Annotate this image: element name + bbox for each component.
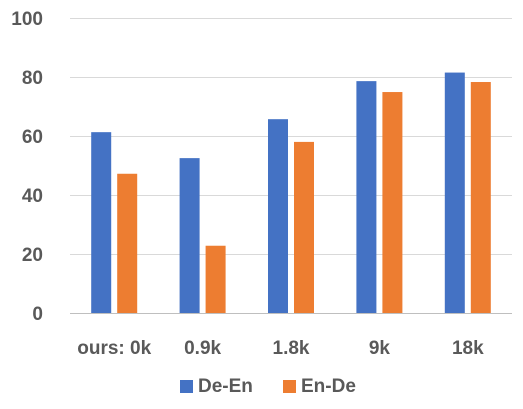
x-axis-ticks: ours: 0k 0.9k 1.8k 9k 18k: [77, 338, 484, 359]
y-tick-label: 80: [22, 68, 43, 89]
y-axis-ticks: 0 20 40 60 80 100: [11, 9, 43, 325]
bar-de-en: [91, 132, 112, 313]
x-tick-label: 18k: [452, 338, 484, 359]
y-tick-label: 0: [32, 304, 43, 325]
bar-en-de: [470, 82, 491, 313]
bars: [91, 72, 491, 313]
y-tick-label: 100: [11, 9, 43, 30]
bar-en-de: [294, 141, 314, 313]
legend-swatch: [180, 380, 193, 393]
bar-de-en: [268, 119, 288, 313]
bar-de-en: [356, 81, 377, 313]
bar-de-en: [179, 158, 200, 313]
bar-de-en: [444, 72, 465, 313]
bar-en-de: [382, 92, 403, 313]
x-tick-label: 1.8k: [273, 338, 310, 359]
y-tick-label: 60: [22, 127, 43, 148]
legend-label: En-De: [301, 376, 356, 397]
x-tick-label: ours: 0k: [77, 338, 151, 359]
gridlines: [70, 18, 512, 314]
x-tick-label: 0.9k: [184, 338, 221, 359]
legend-swatch: [283, 380, 296, 393]
legend-label: De-En: [198, 376, 253, 397]
y-tick-label: 40: [22, 186, 43, 207]
x-tick-label: 9k: [369, 338, 391, 359]
y-tick-label: 20: [22, 245, 43, 266]
legend: De-En En-De: [180, 376, 356, 397]
bar-en-de: [205, 245, 226, 313]
bar-en-de: [117, 173, 138, 313]
